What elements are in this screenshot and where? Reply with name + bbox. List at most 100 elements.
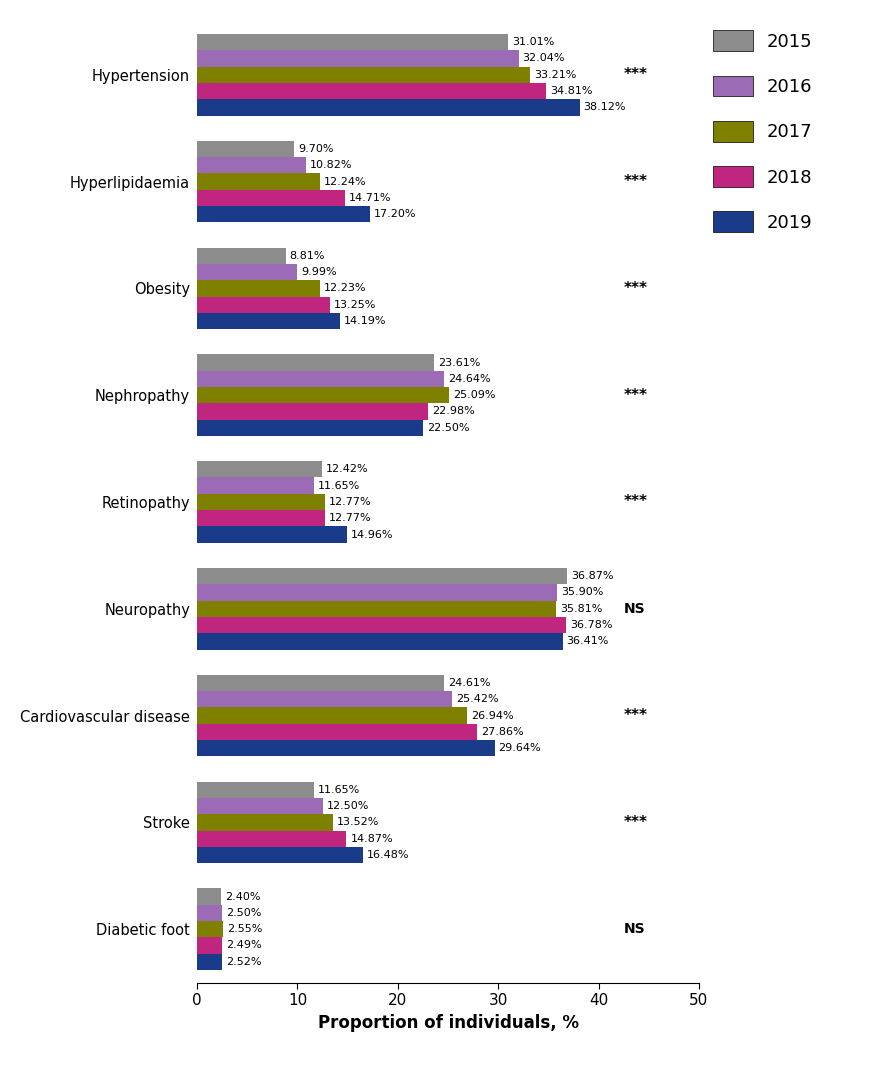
Bar <box>197 66 530 83</box>
Text: 2.40%: 2.40% <box>225 892 261 901</box>
Text: 22.98%: 22.98% <box>432 407 475 417</box>
Bar <box>197 847 363 863</box>
Bar <box>197 798 323 814</box>
Text: ***: *** <box>624 388 648 403</box>
Text: ***: *** <box>624 708 648 723</box>
Bar <box>197 527 348 543</box>
Bar <box>197 954 222 970</box>
Bar <box>197 99 580 115</box>
Text: 13.52%: 13.52% <box>337 817 379 828</box>
Text: NS: NS <box>624 922 645 937</box>
Text: 17.20%: 17.20% <box>374 209 417 219</box>
Text: 12.24%: 12.24% <box>324 176 366 187</box>
Bar <box>197 34 508 50</box>
Bar <box>197 461 322 477</box>
Bar <box>197 404 427 420</box>
Text: 27.86%: 27.86% <box>481 727 523 737</box>
Text: 14.96%: 14.96% <box>351 530 393 539</box>
Bar <box>197 633 563 649</box>
Text: 14.19%: 14.19% <box>343 316 386 326</box>
Text: 38.12%: 38.12% <box>583 103 626 112</box>
Bar <box>197 584 557 600</box>
Text: 33.21%: 33.21% <box>534 69 577 80</box>
Text: 8.81%: 8.81% <box>289 251 325 261</box>
Bar <box>197 782 314 798</box>
Text: 12.77%: 12.77% <box>330 514 372 523</box>
Text: 35.81%: 35.81% <box>561 603 603 614</box>
Text: 12.50%: 12.50% <box>326 801 369 811</box>
Text: 24.61%: 24.61% <box>448 678 491 688</box>
Bar <box>197 190 345 206</box>
Bar <box>197 617 566 633</box>
Bar <box>197 831 347 847</box>
Text: 25.42%: 25.42% <box>456 694 499 704</box>
Bar <box>197 511 325 527</box>
Text: 13.25%: 13.25% <box>334 300 376 310</box>
Text: 2.55%: 2.55% <box>227 924 263 934</box>
Bar <box>197 141 295 157</box>
Bar <box>197 420 423 436</box>
Text: 16.48%: 16.48% <box>366 850 409 860</box>
Text: 36.87%: 36.87% <box>571 571 614 581</box>
Bar <box>197 173 320 190</box>
Bar <box>197 905 222 921</box>
Bar <box>197 814 332 831</box>
Bar <box>197 600 556 617</box>
Text: 2.52%: 2.52% <box>227 957 262 967</box>
Text: 26.94%: 26.94% <box>471 710 514 721</box>
Bar <box>197 264 297 280</box>
Text: 25.09%: 25.09% <box>452 390 495 400</box>
Text: 12.42%: 12.42% <box>326 465 368 474</box>
Bar <box>197 355 434 371</box>
Text: 12.23%: 12.23% <box>323 283 366 294</box>
Text: 11.65%: 11.65% <box>318 481 360 490</box>
Bar <box>197 387 449 404</box>
Bar <box>197 248 286 264</box>
Bar <box>197 297 330 313</box>
Text: 29.64%: 29.64% <box>498 743 541 753</box>
Text: 36.78%: 36.78% <box>570 621 613 630</box>
Bar <box>197 938 222 954</box>
Bar <box>197 493 325 511</box>
Text: 24.64%: 24.64% <box>448 374 491 383</box>
Text: 2.50%: 2.50% <box>226 908 262 917</box>
Text: 22.50%: 22.50% <box>426 423 470 433</box>
Bar <box>197 477 314 493</box>
Bar <box>197 371 444 387</box>
Bar <box>197 707 468 724</box>
Text: 2.49%: 2.49% <box>226 941 262 951</box>
Text: 10.82%: 10.82% <box>310 160 352 170</box>
Text: ***: *** <box>624 281 648 296</box>
Bar <box>197 568 567 584</box>
Text: 14.87%: 14.87% <box>350 834 393 844</box>
Text: 32.04%: 32.04% <box>522 53 565 63</box>
Text: 11.65%: 11.65% <box>318 785 360 795</box>
Legend: 2015, 2016, 2017, 2018, 2019: 2015, 2016, 2017, 2018, 2019 <box>713 30 813 232</box>
Bar <box>197 889 221 905</box>
Bar <box>197 921 223 938</box>
Text: ***: *** <box>624 67 648 82</box>
Bar <box>197 50 519 66</box>
X-axis label: Proportion of individuals, %: Proportion of individuals, % <box>317 1014 579 1032</box>
Bar <box>197 691 452 707</box>
Text: 34.81%: 34.81% <box>550 87 593 96</box>
Text: 14.71%: 14.71% <box>349 193 392 203</box>
Bar <box>197 675 444 691</box>
Text: ***: *** <box>624 494 648 509</box>
Text: 31.01%: 31.01% <box>513 37 555 47</box>
Text: 12.77%: 12.77% <box>330 497 372 507</box>
Bar <box>197 206 370 222</box>
Bar <box>197 280 320 297</box>
Text: 9.99%: 9.99% <box>301 267 337 277</box>
Text: 9.70%: 9.70% <box>298 144 334 154</box>
Bar <box>197 157 306 173</box>
Text: 23.61%: 23.61% <box>438 358 480 367</box>
Bar <box>197 724 477 740</box>
Text: 36.41%: 36.41% <box>566 637 609 646</box>
Bar <box>197 740 495 756</box>
Text: NS: NS <box>624 601 645 616</box>
Bar <box>197 313 340 329</box>
Text: ***: *** <box>624 815 648 830</box>
Text: ***: *** <box>624 174 648 189</box>
Bar <box>197 83 547 99</box>
